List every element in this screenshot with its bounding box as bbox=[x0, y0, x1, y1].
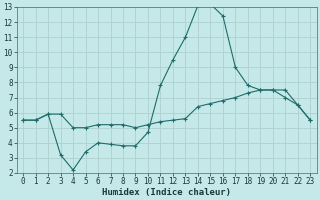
X-axis label: Humidex (Indice chaleur): Humidex (Indice chaleur) bbox=[102, 188, 231, 197]
